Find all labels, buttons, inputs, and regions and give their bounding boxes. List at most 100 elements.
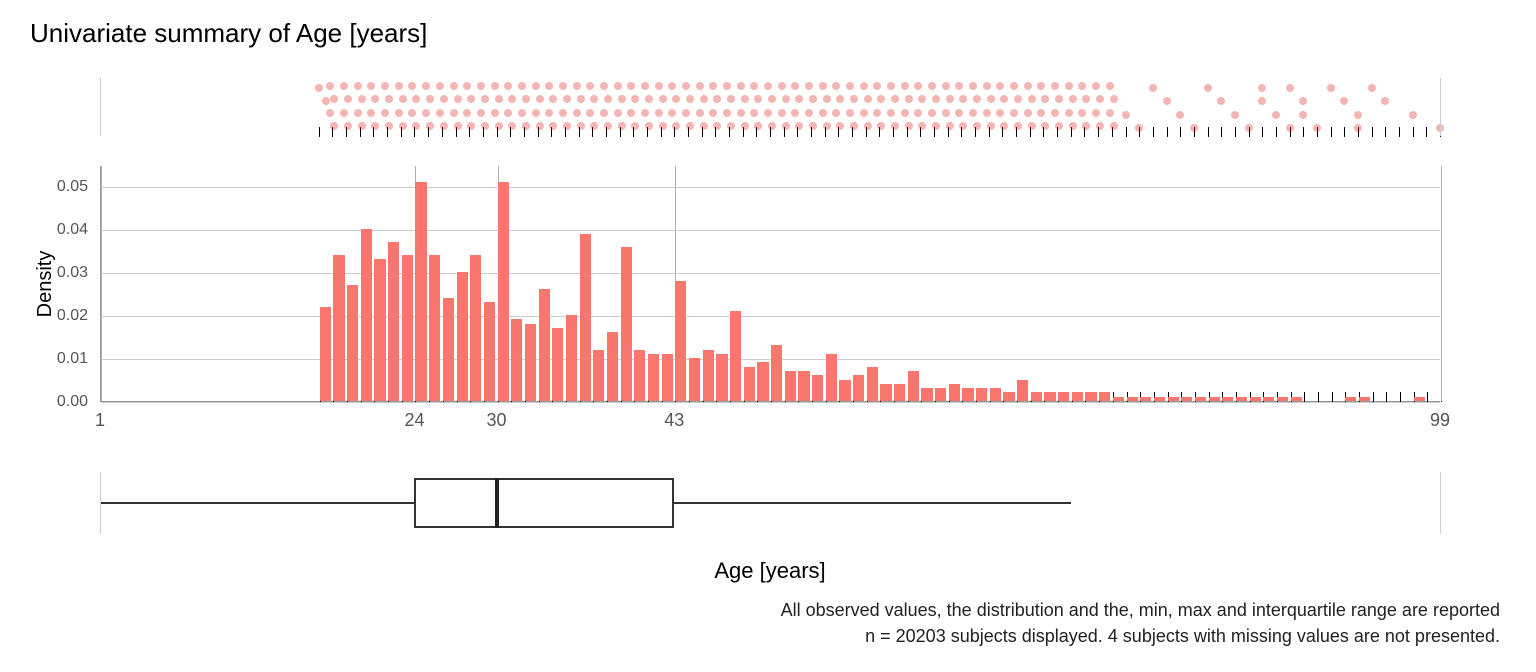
- strip-dot: [942, 82, 950, 90]
- strip-dot: [573, 109, 581, 117]
- strip-dot: [983, 82, 991, 90]
- strip-dot: [668, 109, 676, 117]
- strip-dot: [1028, 122, 1036, 130]
- rug-tick: [1372, 127, 1373, 137]
- histogram-bar: [566, 315, 577, 401]
- strip-dot: [700, 122, 708, 130]
- rug-tick: [1386, 392, 1387, 402]
- histogram-bar: [1250, 397, 1261, 401]
- strip-dot: [381, 82, 389, 90]
- strip-dot: [1122, 111, 1130, 119]
- strip-dot: [832, 82, 840, 90]
- rug-tick: [1303, 127, 1304, 137]
- boxplot-gridline: [1440, 472, 1441, 534]
- strip-dot: [709, 82, 717, 90]
- strip-dot: [987, 95, 995, 103]
- histogram-bar: [1003, 392, 1014, 401]
- rug-tick: [1153, 127, 1154, 137]
- histogram-bar: [552, 328, 563, 401]
- strip-dot: [1272, 111, 1280, 119]
- strip-dot: [559, 109, 567, 117]
- strip-dot: [545, 109, 553, 117]
- strip-dot: [1024, 82, 1032, 90]
- strip-dot: [600, 82, 608, 90]
- strip-dot: [768, 95, 776, 103]
- strip-dot: [1000, 95, 1008, 103]
- strip-dot: [371, 95, 379, 103]
- strip-dot: [768, 122, 776, 130]
- strip-dot: [463, 82, 471, 90]
- y-tick-label: 0.05: [8, 178, 88, 196]
- strip-dot: [326, 109, 334, 117]
- strip-dot: [764, 82, 772, 90]
- histogram-bar: [1085, 392, 1096, 401]
- strip-dot: [614, 82, 622, 90]
- strip-dot: [367, 82, 375, 90]
- strip-dot: [809, 122, 817, 130]
- strip-dot: [1024, 109, 1032, 117]
- strip-dot: [495, 122, 503, 130]
- strip-dot: [614, 109, 622, 117]
- rug-tick: [1167, 127, 1168, 137]
- strip-dot: [987, 122, 995, 130]
- horizontal-gridline: [101, 402, 1440, 403]
- histogram-bar: [1291, 397, 1302, 401]
- strip-dot: [1082, 95, 1090, 103]
- strip-dot: [696, 109, 704, 117]
- strip-dot: [381, 109, 389, 117]
- strip-dot: [440, 122, 448, 130]
- strip-dot: [914, 109, 922, 117]
- strip-dot: [891, 122, 899, 130]
- x-tick-label: 43: [664, 410, 684, 431]
- strip-dot: [1245, 124, 1253, 132]
- histogram-bar: [1345, 397, 1356, 401]
- horizontal-gridline: [101, 273, 1440, 274]
- strip-dot: [522, 122, 530, 130]
- strip-dot: [850, 122, 858, 130]
- histogram-bar: [826, 354, 837, 401]
- strip-dot: [467, 95, 475, 103]
- histogram-bar: [744, 367, 755, 401]
- strip-dot: [1069, 95, 1077, 103]
- strip-dot: [1010, 109, 1018, 117]
- strip-dot: [946, 122, 954, 130]
- strip-dot: [700, 95, 708, 103]
- strip-dot: [454, 122, 462, 130]
- rug-tick: [1318, 392, 1319, 402]
- boxplot-gridline: [100, 472, 101, 534]
- histogram-bar: [1154, 397, 1165, 401]
- strip-dot: [973, 95, 981, 103]
- strip-dot: [1014, 95, 1022, 103]
- strip-dot: [586, 82, 594, 90]
- histogram-bar: [1140, 397, 1151, 401]
- strip-dot: [504, 109, 512, 117]
- strip-dot: [408, 109, 416, 117]
- strip-dot: [604, 95, 612, 103]
- strip-dot: [426, 95, 434, 103]
- histogram-bar: [1113, 397, 1124, 401]
- strip-dot: [422, 109, 430, 117]
- strip-dot: [1340, 97, 1348, 105]
- histogram-bar: [771, 345, 782, 401]
- strip-dot: [340, 109, 348, 117]
- strip-gridline: [1440, 78, 1441, 136]
- strip-dot: [322, 97, 330, 105]
- strip-dot: [723, 82, 731, 90]
- histogram-bar: [785, 371, 796, 401]
- histogram-bar: [1058, 392, 1069, 401]
- histogram-bar: [648, 354, 659, 401]
- histogram-bar: [880, 384, 891, 401]
- strip-dot: [641, 82, 649, 90]
- strip-dot: [1204, 84, 1212, 92]
- strip-dot: [942, 109, 950, 117]
- strip-dot: [682, 82, 690, 90]
- strip-dot: [778, 82, 786, 90]
- strip-dot: [645, 95, 653, 103]
- strip-dot: [627, 82, 635, 90]
- boxplot-box: [414, 478, 674, 528]
- rug-tick: [1399, 127, 1400, 137]
- x-tick-label: 1: [95, 410, 105, 431]
- rug-tick: [1208, 127, 1209, 137]
- strip-dot: [795, 95, 803, 103]
- histogram-bar: [1017, 380, 1028, 401]
